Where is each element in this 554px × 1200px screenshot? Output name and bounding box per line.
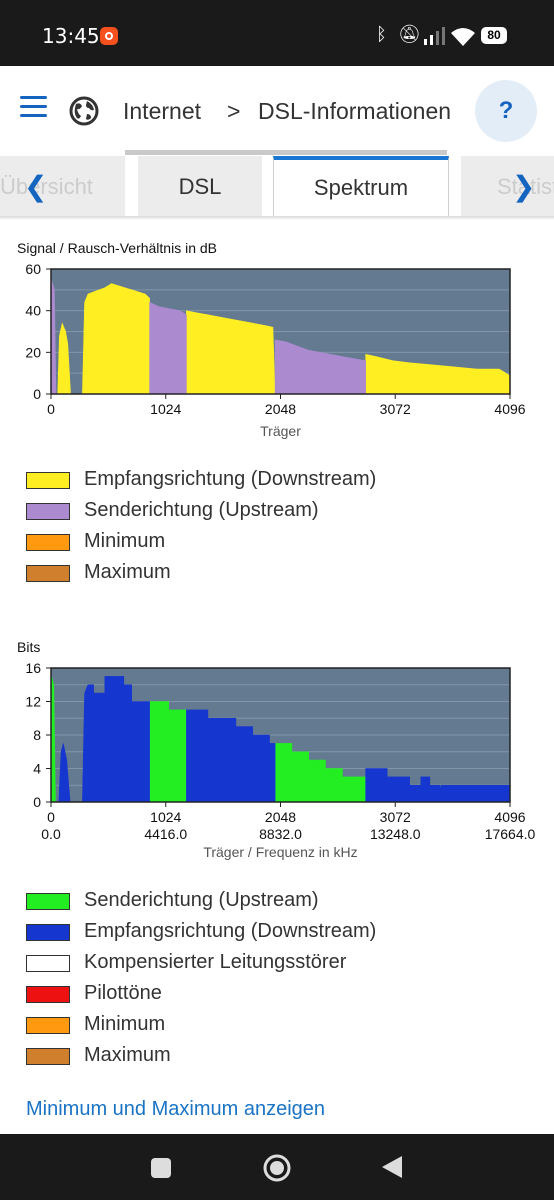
legend-label: Empfangsrichtung (Downstream) [84, 468, 377, 490]
hamburger-menu-icon[interactable] [20, 96, 47, 118]
recents-button[interactable] [151, 1158, 171, 1178]
show-min-max-link[interactable]: Minimum und Maximum anzeigen [26, 1098, 326, 1120]
series-area [82, 676, 150, 803]
legend-label: Empfangsrichtung (Downstream) [84, 920, 377, 942]
series-area [82, 283, 150, 395]
wifi-icon [451, 28, 475, 46]
y-tick-label: 0 [33, 794, 41, 810]
x-tick-label: 4096 [494, 809, 525, 825]
legend-label: Minimum [84, 1013, 166, 1035]
legend-label: Senderichtung (Upstream) [84, 499, 319, 521]
legend-label: Senderichtung (Upstream) [84, 889, 319, 911]
x-tick-label: 1024 [150, 809, 181, 825]
navigation-bar [0, 1134, 554, 1200]
x-tick-label-frequency: 8832.0 [259, 826, 302, 842]
status-bar: 13:45 ᛒ 🔕︎ 80 [0, 0, 554, 66]
x-tick-label: 0 [47, 809, 55, 825]
legend-swatch-upstream [26, 503, 70, 520]
legend-label: Minimum [84, 530, 166, 552]
legend-swatch-downstream [26, 472, 70, 489]
legend-swatch-maximum [26, 565, 70, 582]
x-tick-label-frequency: 13248.0 [370, 826, 421, 842]
tab-overview[interactable]: Übersicht [0, 156, 125, 217]
back-button[interactable] [382, 1156, 402, 1178]
series-area [186, 709, 276, 803]
tab-bar: Übersicht DSL Spektrum Statistik ❮ ❯ [0, 150, 554, 220]
x-tick-label: 0 [47, 401, 55, 417]
x-tick-label-frequency: 4416.0 [144, 826, 187, 842]
y-tick-label: 20 [25, 344, 41, 360]
signal-icon [424, 27, 445, 45]
x-tick-label-frequency: 17664.0 [485, 826, 536, 842]
legend-swatch-minimum [26, 534, 70, 551]
chevron-right-icon[interactable]: ❯ [512, 170, 536, 203]
tab-divider [125, 150, 447, 155]
y-tick-label: 12 [25, 694, 41, 710]
snr-chart-title: Signal / Rausch-Verhältnis in dB [17, 240, 217, 256]
breadcrumb-separator: > [227, 98, 241, 124]
x-tick-label: 2048 [265, 401, 296, 417]
series-area [186, 310, 276, 395]
y-tick-label: 4 [33, 761, 41, 777]
x-tick-label: 2048 [265, 809, 296, 825]
bluetooth-icon: ᛒ [376, 24, 387, 45]
legend-label: Maximum [84, 561, 171, 583]
legend-swatch-pilot [26, 986, 70, 1003]
x-tick-label: 1024 [150, 401, 181, 417]
x-tick-label: 4096 [494, 401, 525, 417]
breadcrumb-internet[interactable]: Internet [123, 98, 201, 124]
y-tick-label: 40 [25, 303, 41, 319]
x-tick-label: 3072 [380, 809, 411, 825]
app-bar: Internet > DSL-Informationen ? [0, 66, 554, 156]
y-tick-label: 0 [33, 386, 41, 402]
page-title: DSL-Informationen [258, 98, 452, 124]
y-tick-label: 60 [25, 261, 41, 277]
y-tick-label: 16 [25, 660, 41, 676]
tab-shadow [0, 216, 554, 220]
series-area [149, 701, 187, 803]
legend-swatch-maximum [26, 1048, 70, 1065]
screen-record-icon [100, 27, 118, 45]
x-axis-label: Träger / Frequenz in kHz [203, 844, 357, 860]
tab-dsl[interactable]: DSL [138, 156, 262, 217]
legend-swatch-upstream [26, 893, 70, 910]
mute-icon: 🔕︎ [398, 24, 421, 45]
tab-statistik[interactable]: Statistik [461, 156, 554, 217]
series-area [365, 768, 511, 803]
x-axis-label: Träger [260, 423, 301, 439]
battery-indicator: 80 [481, 27, 507, 44]
legend-label: Kompensierter Leitungsstörer [84, 951, 347, 973]
legend-swatch-minimum [26, 1017, 70, 1034]
bits-chart-title: Bits [17, 639, 41, 655]
x-tick-label: 3072 [380, 401, 411, 417]
series-area [149, 301, 187, 395]
y-tick-label: 8 [33, 727, 41, 743]
series-area [274, 339, 367, 395]
legend-swatch-compensated [26, 955, 70, 972]
x-tick-label-frequency: 0.0 [41, 826, 61, 842]
tab-spektrum[interactable]: Spektrum [273, 156, 449, 217]
clock: 13:45 [42, 24, 100, 48]
chevron-left-icon[interactable]: ❮ [24, 170, 48, 203]
legend-label: Maximum [84, 1044, 171, 1066]
globe-icon [69, 96, 99, 126]
legend-swatch-downstream [26, 924, 70, 941]
home-button[interactable] [262, 1153, 292, 1183]
snr-chart: 0 20 40 60 0 1024 2048 3072 4096 Träger [25, 261, 525, 439]
help-button[interactable]: ? [475, 80, 537, 142]
legend-label: Pilottöne [84, 982, 162, 1004]
